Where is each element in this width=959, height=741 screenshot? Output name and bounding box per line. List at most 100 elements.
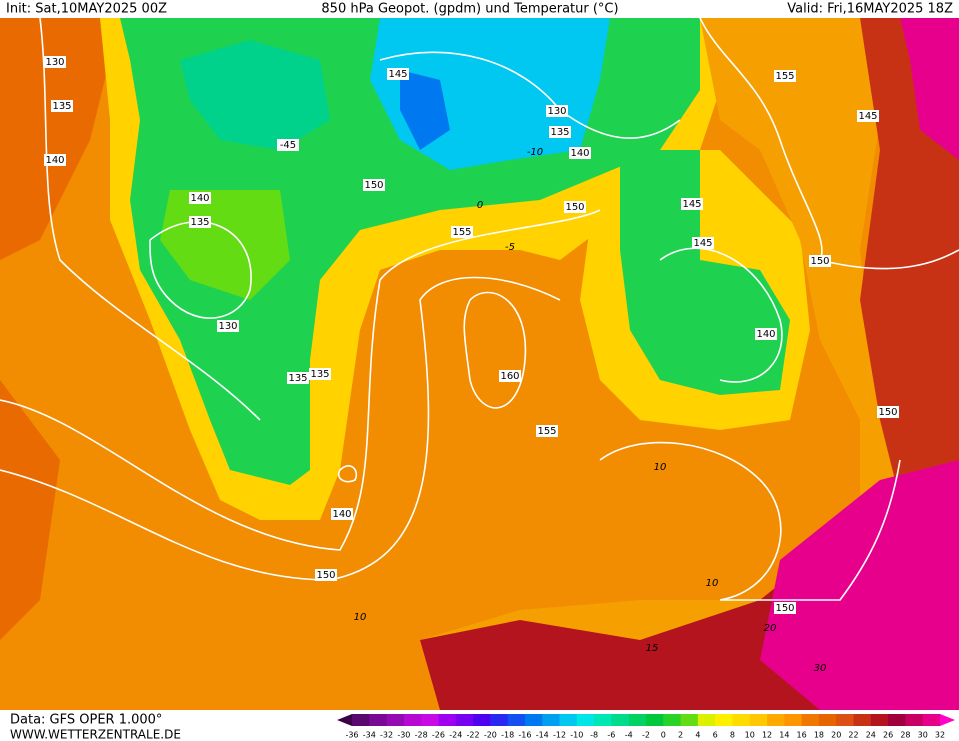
scale-tick-label: -34 [363,731,376,740]
scale-swatch [369,714,388,726]
contour-label: 150 [316,570,335,581]
scale-swatch [646,714,664,726]
contour-label-bg [546,105,568,117]
contour-label: 145 [693,238,712,249]
scale-tick-label: 22 [848,731,858,740]
contour-label-bg [315,569,337,581]
magenta-se [760,460,959,710]
contour-label-bg [44,154,66,166]
scale-tick-label: -2 [642,731,650,740]
contour-label: 130 [547,106,566,117]
scale-tick-label: -26 [432,731,445,740]
scale-tick-label: -14 [536,731,549,740]
scale-swatch [490,714,509,726]
contour-label: 155 [452,227,471,238]
scale-swatch [767,714,785,726]
scale-tick-label: -4 [625,731,633,740]
scale-swatch [715,714,733,726]
scale-tick-label: 14 [779,731,789,740]
scale-tick-label: 28 [900,731,910,740]
contour-label: 150 [810,256,829,267]
scale-tick-label: -10 [570,731,583,740]
contour-label: 140 [570,148,589,159]
scale-swatch [853,714,872,726]
scale-swatch [818,714,837,726]
contour-label: -45 [280,140,296,151]
scale-tick-label: -8 [590,731,598,740]
scale-tick-label: -28 [415,731,428,740]
contour-label-bg [189,192,211,204]
scale-tick-label: 8 [730,731,735,740]
teal-zone [180,40,330,150]
scale-tick-label: 12 [762,731,772,740]
scale-swatch [507,714,526,726]
scale-swatch [524,714,543,726]
scale-tick-label: -36 [345,731,358,740]
scale-tick-label: -30 [397,731,410,740]
magenta-ne [900,18,959,160]
scale-swatch [473,714,491,726]
scale-swatch [697,714,716,726]
contour-label: 155 [537,426,556,437]
scale-swatch [352,714,370,726]
contour-label-bg [331,508,353,520]
scale-swatch [386,714,405,726]
contour-line [0,276,561,581]
scale-tick-label: -32 [380,731,393,740]
contour-label-bg [774,602,796,614]
contour-label: 150 [775,603,794,614]
scale-tick-label: 24 [866,731,876,740]
map [0,17,959,710]
scale-tick-label: -12 [553,731,566,740]
contour-label-bg [217,320,239,332]
isotherm-label: -10 [527,147,543,158]
scale-tick-label: 26 [883,731,893,740]
isotherm-label: 30 [814,663,827,674]
red-east [860,18,959,560]
isotherm-label: 10 [654,462,667,473]
contour-line [463,291,527,409]
scale-tick-label: -22 [467,731,480,740]
contour-label: 135 [52,101,71,112]
contour-label-bg [569,147,591,159]
contour-label-bg [277,139,299,151]
contour-label-bg [451,226,473,238]
contour-label: 150 [364,180,383,191]
scale-swatch [559,714,578,726]
contour-label: 155 [775,71,794,82]
contour-label-bg [309,368,331,380]
scale-swatch [888,714,906,726]
contour-label-bg [877,406,899,418]
scale-arrow [337,714,352,726]
isotherm-label: -5 [505,242,515,253]
contour-label: 135 [190,217,209,228]
contour-line [599,441,901,601]
blue-core [400,70,450,150]
contour-label: 145 [682,199,701,210]
scale-swatch [801,714,820,726]
scale-tick-label: 30 [918,731,928,740]
scale-tick-label: 4 [695,731,700,740]
data-source: Data: GFS OPER 1.000° [10,713,162,728]
valid-time: Valid: Fri,16MAY2025 18Z [787,2,953,17]
contour-label: 150 [565,202,584,213]
contour-label-bg [549,126,571,138]
scale-swatch [455,714,474,726]
contour-label-bg [44,56,66,68]
scale-swatch [732,714,751,726]
contour-label: 140 [45,155,64,166]
contour-label: 135 [550,127,569,138]
contour-label-bg [536,425,558,437]
contour-label: 135 [310,369,329,380]
scale-tick-label: 16 [797,731,807,740]
scale-tick-label: -24 [449,731,462,740]
contour-label: 145 [388,69,407,80]
scale-tick-label: -18 [501,731,514,740]
scale-tick-label: 6 [713,731,718,740]
contour-label-bg [564,201,586,213]
contour-label-bg [363,179,385,191]
scale-tick-label: 0 [661,731,666,740]
contour-label-bg [774,70,796,82]
